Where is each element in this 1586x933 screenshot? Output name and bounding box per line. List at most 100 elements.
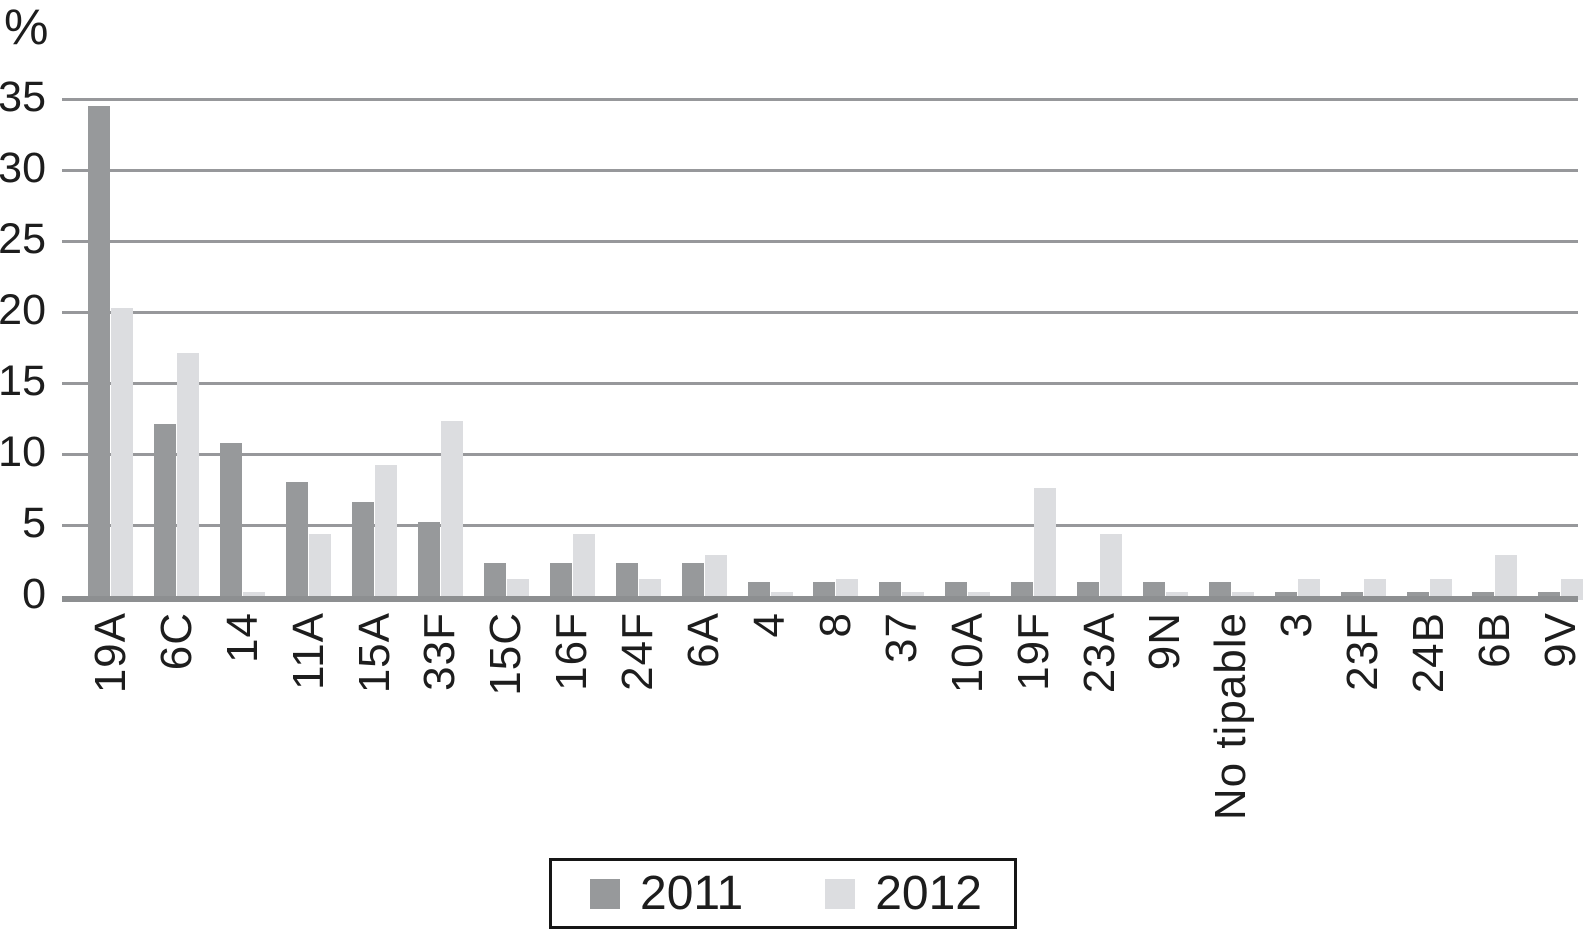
bar-2011-15C — [483, 563, 506, 600]
x-label-slot-24F: 24F — [605, 612, 671, 691]
x-axis-label-23F: 23F — [1338, 612, 1388, 691]
bar-2011-19A — [88, 106, 111, 600]
x-axis-label-6A: 6A — [679, 612, 729, 668]
bar-group-33F — [408, 99, 474, 600]
legend-label-2012: 2012 — [875, 866, 982, 920]
bar-2012-23A — [1100, 534, 1123, 600]
bar-group-9V — [1528, 99, 1586, 600]
x-label-slot-9N: 9N — [1133, 612, 1199, 670]
bar-2012-8 — [836, 579, 859, 600]
x-label-slot-15A: 15A — [342, 612, 408, 693]
x-label-slot-8: 8 — [803, 612, 869, 637]
bar-2012-15C — [506, 579, 529, 600]
x-axis-line — [62, 596, 1578, 602]
x-axis-label-37: 37 — [876, 612, 926, 663]
bar-group-23A — [1067, 99, 1133, 600]
bar-2011-10A — [945, 582, 968, 600]
bar-2012-9V — [1561, 579, 1584, 600]
x-label-slot-11A: 11A — [276, 612, 342, 690]
x-axis-label-No tipable: No tipable — [1206, 612, 1256, 821]
bar-2011-16F — [549, 563, 572, 600]
bar-group-14 — [210, 99, 276, 600]
y-tick-label-10: 10 — [0, 427, 46, 476]
bar-group-6C — [144, 99, 210, 600]
bar-2011-14 — [220, 443, 243, 600]
legend-item-2011: 2011 — [590, 866, 744, 920]
bar-2011-No tipable — [1208, 582, 1231, 600]
x-label-slot-9V: 9V — [1528, 612, 1586, 668]
y-tick-label-30: 30 — [0, 143, 46, 192]
x-axis-label-14: 14 — [217, 612, 267, 663]
x-label-slot-6A: 6A — [671, 612, 737, 668]
bar-2011-6C — [154, 424, 177, 600]
x-label-slot-23A: 23A — [1067, 612, 1133, 693]
bar-group-3 — [1264, 99, 1330, 600]
y-axis-tick-labels: 0 5 10 15 20 25 30 35 — [0, 75, 46, 615]
y-tick-label-25: 25 — [0, 214, 46, 263]
bar-2012-24F — [638, 579, 661, 600]
legend: 2011 2012 — [549, 858, 1017, 929]
bar-group-6A — [671, 99, 737, 600]
x-label-slot-3: 3 — [1264, 612, 1330, 637]
legend-swatch-2011 — [590, 878, 620, 909]
x-axis-label-24B: 24B — [1404, 612, 1454, 694]
plot-area — [62, 97, 1584, 602]
x-axis-label-19A: 19A — [85, 612, 135, 694]
bar-2012-11A — [309, 534, 332, 600]
legend-item-2012: 2012 — [825, 866, 982, 920]
bar-2012-16F — [572, 534, 595, 600]
x-label-slot-6B: 6B — [1462, 612, 1528, 668]
bar-2011-9N — [1142, 582, 1165, 600]
x-axis-label-23A: 23A — [1074, 612, 1124, 694]
gridline-25 — [62, 239, 1578, 243]
x-axis-label-33F: 33F — [415, 612, 465, 691]
bar-group-24B — [1396, 99, 1462, 600]
bar-group-15A — [342, 99, 408, 600]
bar-group-19A — [78, 99, 144, 600]
y-tick-label-15: 15 — [0, 356, 46, 405]
legend-label-2011: 2011 — [640, 866, 744, 920]
bar-2011-6A — [681, 563, 704, 600]
x-label-slot-14: 14 — [210, 612, 276, 663]
bar-2011-15A — [352, 502, 375, 600]
bar-2011-11A — [286, 482, 309, 600]
x-axis-label-24F: 24F — [613, 612, 663, 691]
x-axis-label-9V: 9V — [1535, 612, 1585, 668]
bar-2011-19F — [1011, 582, 1034, 600]
bar-2012-24B — [1429, 579, 1452, 600]
x-axis-label-16F: 16F — [547, 612, 597, 691]
x-axis-label-19F: 19F — [1008, 612, 1058, 691]
x-label-slot-16F: 16F — [539, 612, 605, 691]
bar-group-9N — [1133, 99, 1199, 600]
legend-swatch-2012 — [825, 878, 856, 909]
x-axis-label-9N: 9N — [1140, 612, 1190, 671]
x-label-slot-37: 37 — [869, 612, 935, 663]
bar-2011-23A — [1077, 582, 1100, 600]
bar-2011-8 — [813, 582, 836, 600]
x-label-slot-10A: 10A — [935, 612, 1001, 693]
y-tick-label-20: 20 — [0, 285, 46, 334]
x-axis-label-3: 3 — [1272, 612, 1322, 638]
x-label-slot-24B: 24B — [1396, 612, 1462, 693]
bar-group-11A — [276, 99, 342, 600]
bar-group-24F — [605, 99, 671, 600]
bar-2012-6B — [1495, 555, 1518, 600]
x-axis-label-10A: 10A — [942, 612, 992, 694]
bar-group-10A — [935, 99, 1001, 600]
bar-2011-4 — [747, 582, 770, 600]
x-axis-label-6B: 6B — [1469, 612, 1519, 668]
bar-2011-37 — [879, 582, 902, 600]
x-axis-category-labels: 19A 6C 14 11A 15A 33F 15C 16F 24F 6A 4 8 37 10A 19F 23A… — [78, 612, 1586, 820]
bar-2012-6A — [704, 555, 727, 600]
y-tick-label-35: 35 — [0, 72, 46, 121]
x-label-slot-6C: 6C — [144, 612, 210, 670]
bar-2012-23F — [1363, 579, 1386, 600]
bar-group-16F — [539, 99, 605, 600]
gridline-20 — [62, 310, 1578, 314]
bar-group-4 — [737, 99, 803, 600]
gridline-30 — [62, 168, 1578, 172]
gridline-10 — [62, 452, 1578, 456]
bar-2012-6C — [177, 353, 200, 600]
x-label-slot-No tipable: No tipable — [1198, 612, 1264, 820]
